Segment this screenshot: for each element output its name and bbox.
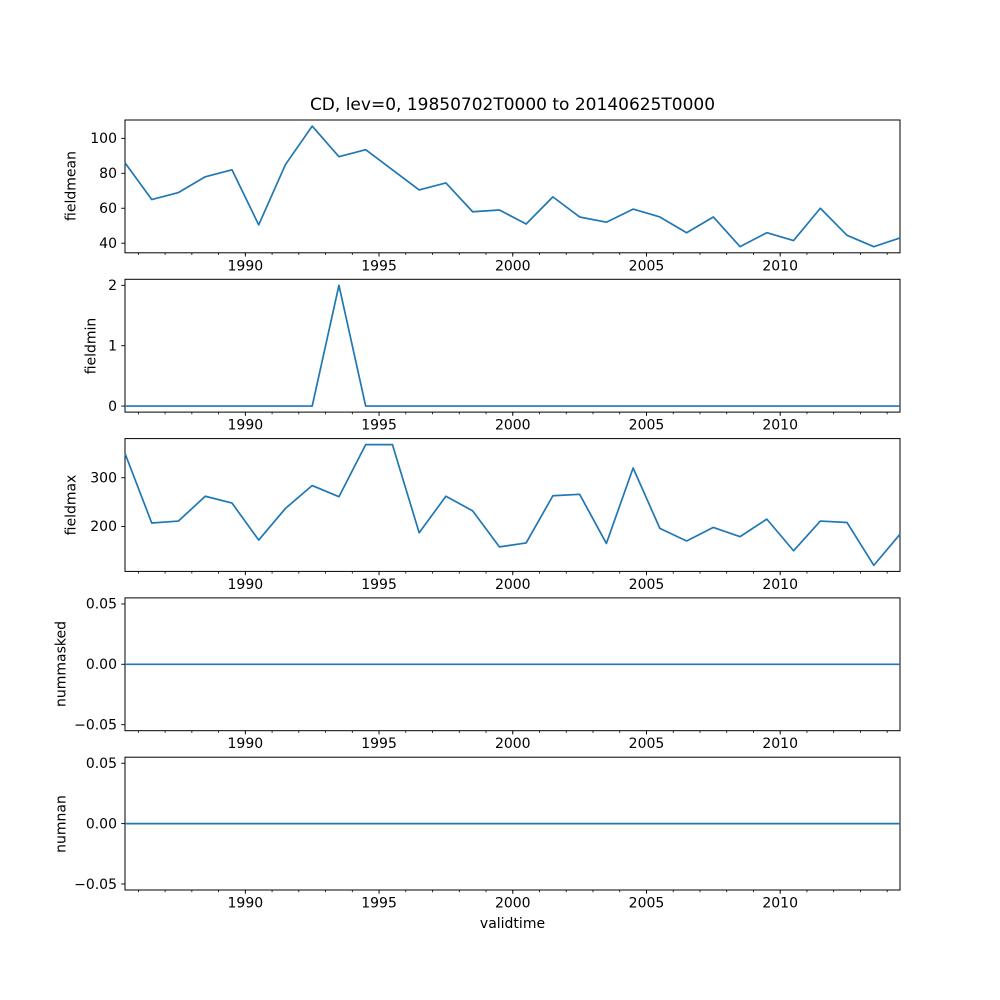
data-line-fieldmean [124,125,901,248]
x-tick-label: 2000 [495,736,531,752]
x-tick-label: 1995 [361,258,397,274]
x-tick-label: 2010 [762,258,798,274]
subplot-numnan: 1990 1995 2000 2005 2010 −0.05 0.00 0.05 [74,756,901,912]
axes-frame [124,278,901,413]
data-line-fieldmin [125,284,900,407]
x-tick-label: 1995 [361,418,397,434]
axes-frame [124,119,901,254]
y-axis-label-fieldmin: fieldmin [82,317,99,374]
x-tick-label: 2000 [495,896,531,912]
subplot-fieldmin: 1990 1995 2000 2005 2010 0 1 2 [108,278,901,434]
y-tick-label: 200 [90,519,117,535]
x-tick-label: 2005 [629,418,665,434]
y-tick-label: −0.05 [74,877,117,893]
y-tick-label: 1 [108,339,117,355]
y-tick-label: 100 [90,131,117,147]
x-tick-label: 2000 [495,577,531,593]
x-axis-label: validtime [479,916,546,932]
subplot-fieldmax: 1990 1995 2000 2005 2010 200 300 [90,438,901,593]
x-tick-label: 2005 [629,577,665,593]
y-axis-label-numnan: numnan [53,794,70,853]
y-axis-label-fieldmax: fieldmax [63,474,80,536]
x-tick-label: 1995 [361,577,397,593]
y-tick-label: 300 [90,471,117,487]
subplot-nummasked: 1990 1995 2000 2005 2010 −0.05 0.00 0.05 [74,597,901,752]
x-tick-label: 2010 [762,577,798,593]
subplot-fieldmean: 1990 1995 2000 2005 2010 40 60 80 100 [90,119,901,274]
axes-frame [124,438,901,572]
chart-title: CD, lev=0, 19850702T0000 to 20140625T000… [309,95,716,115]
y-tick-label: 0.00 [86,657,117,673]
x-tick-label: 2010 [762,736,798,752]
x-tick-label: 2010 [762,418,798,434]
x-tick-label: 2005 [629,736,665,752]
y-axis-label-fieldmean: fieldmean [63,151,80,222]
y-tick-label: −0.05 [74,717,117,733]
x-tick-label: 2005 [629,258,665,274]
x-tick-label: 2000 [495,418,531,434]
y-tick-label: 0.05 [86,756,117,772]
y-tick-label: 0 [108,399,117,415]
x-tick-label: 1990 [228,418,264,434]
x-tick-label: 2000 [495,258,531,274]
y-tick-label: 80 [99,166,117,182]
x-tick-label: 1990 [228,896,264,912]
y-tick-label: 0.05 [86,597,117,613]
y-tick-label: 60 [99,201,117,217]
x-tick-label: 1990 [228,577,264,593]
data-line-fieldmax [124,443,901,567]
y-tick-label: 0.00 [86,816,117,832]
x-tick-label: 1990 [228,258,264,274]
x-tick-label: 2005 [629,896,665,912]
x-tick-label: 1995 [361,736,397,752]
x-tick-label: 1995 [361,896,397,912]
y-tick-label: 40 [99,236,117,252]
x-tick-label: 1990 [228,736,264,752]
x-tick-label: 2010 [762,896,798,912]
y-axis-label-nummasked: nummasked [53,621,70,708]
y-tick-label: 2 [108,278,117,294]
